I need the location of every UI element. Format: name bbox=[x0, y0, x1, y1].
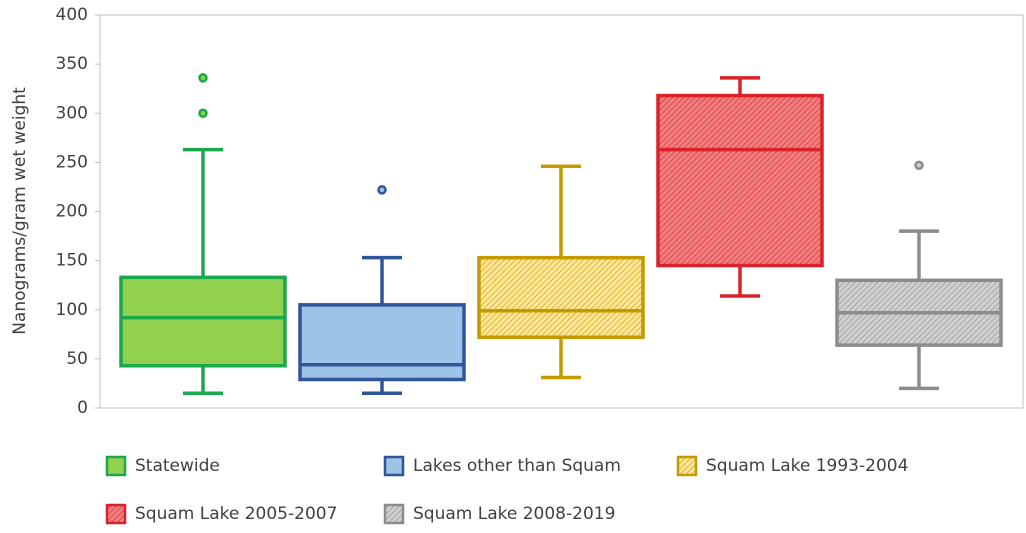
legend-label: Squam Lake 1993-2004 bbox=[706, 456, 908, 476]
y-tick-label: 200 bbox=[56, 202, 88, 222]
y-tick-label: 350 bbox=[56, 54, 88, 74]
outlier bbox=[914, 160, 924, 171]
y-tick-label: 100 bbox=[56, 300, 88, 320]
y-tick-label: 300 bbox=[56, 103, 88, 123]
legend-marker bbox=[383, 503, 405, 525]
legend-marker bbox=[676, 455, 698, 477]
legend-marker bbox=[105, 503, 127, 525]
outlier bbox=[198, 73, 208, 83]
y-tick-label: 250 bbox=[56, 152, 88, 172]
y-tick-label: 50 bbox=[66, 349, 88, 369]
outlier bbox=[377, 185, 387, 195]
legend-marker bbox=[383, 455, 405, 477]
legend-label: Lakes other than Squam bbox=[413, 456, 621, 476]
box bbox=[298, 303, 466, 382]
box bbox=[477, 255, 645, 340]
y-tick-label: 150 bbox=[56, 251, 88, 271]
box bbox=[656, 93, 824, 268]
legend-label: Statewide bbox=[135, 456, 220, 476]
box bbox=[119, 275, 287, 368]
legend-label: Squam Lake 2005-2007 bbox=[135, 504, 337, 524]
legend-label: Squam Lake 2008-2019 bbox=[413, 504, 615, 524]
y-tick-label: 400 bbox=[56, 5, 88, 25]
y-axis-label: Nanograms/gram wet weight bbox=[10, 87, 30, 335]
outlier bbox=[198, 108, 208, 118]
y-tick-label: 0 bbox=[77, 398, 88, 418]
legend-marker bbox=[105, 455, 127, 477]
